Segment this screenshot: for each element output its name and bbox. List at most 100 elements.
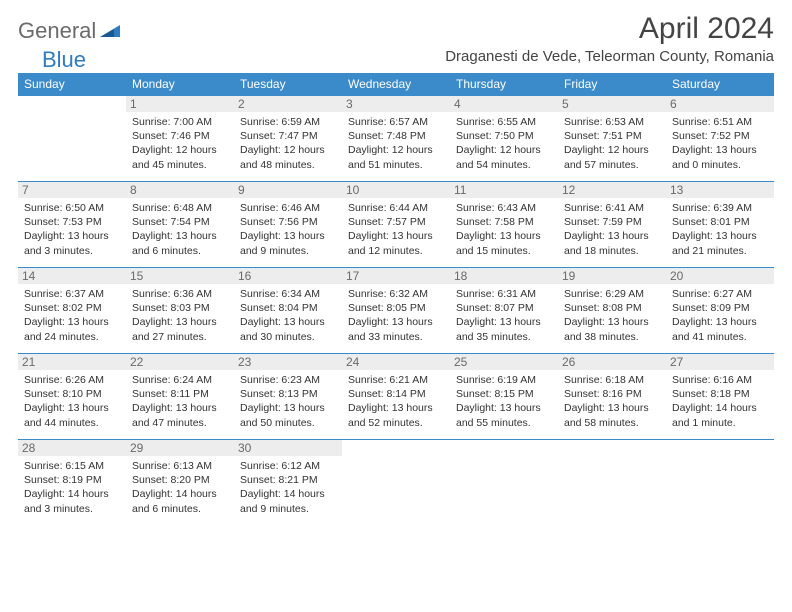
day-number: 5 <box>558 96 666 112</box>
day-number: 2 <box>234 96 342 112</box>
day-number: 22 <box>126 354 234 370</box>
day-details: Sunrise: 6:18 AMSunset: 8:16 PMDaylight:… <box>564 373 660 430</box>
day-details: Sunrise: 6:29 AMSunset: 8:08 PMDaylight:… <box>564 287 660 344</box>
calendar-week-row: 21Sunrise: 6:26 AMSunset: 8:10 PMDayligh… <box>18 354 774 440</box>
day-details: Sunrise: 6:46 AMSunset: 7:56 PMDaylight:… <box>240 201 336 258</box>
calendar-cell: 24 Sunrise: 6:21 AMSunset: 8:14 PMDayligh… <box>342 354 450 440</box>
calendar-cell: 27 Sunrise: 6:16 AMSunset: 8:18 PMDayligh… <box>666 354 774 440</box>
calendar-week-row: 7Sunrise: 6:50 AMSunset: 7:53 PMDaylight… <box>18 182 774 268</box>
calendar-cell: 14 Sunrise: 6:37 AMSunset: 8:02 PMDayligh… <box>18 268 126 354</box>
calendar-week-row: 14 Sunrise: 6:37 AMSunset: 8:02 PMDayligh… <box>18 268 774 354</box>
location-text: Draganesti de Vede, Teleorman County, Ro… <box>445 48 774 65</box>
day-number: 30 <box>234 440 342 456</box>
day-number: 19 <box>558 268 666 284</box>
calendar-cell: 8 Sunrise: 6:48 AMSunset: 7:54 PMDaylight… <box>126 182 234 268</box>
calendar-cell: 12 Sunrise: 6:41 AMSunset: 7:59 PMDayligh… <box>558 182 666 268</box>
calendar-week-row: 28 Sunrise: 6:15 AMSunset: 8:19 PMDayligh… <box>18 440 774 526</box>
calendar-cell: 30 Sunrise: 6:12 AMSunset: 8:21 PMDayligh… <box>234 440 342 526</box>
calendar-cell: 28 Sunrise: 6:15 AMSunset: 8:19 PMDayligh… <box>18 440 126 526</box>
day-header: Sunday <box>18 73 126 96</box>
day-number: 6 <box>666 96 774 112</box>
calendar-cell <box>666 440 774 526</box>
calendar-cell: 16 Sunrise: 6:34 AMSunset: 8:04 PMDayligh… <box>234 268 342 354</box>
day-details: Sunrise: 6:24 AMSunset: 8:11 PMDaylight:… <box>132 373 228 430</box>
day-details: Sunrise: 6:12 AMSunset: 8:21 PMDaylight:… <box>240 459 336 516</box>
logo-word-blue: Blue <box>42 47 86 72</box>
day-number: 16 <box>234 268 342 284</box>
day-number: 13 <box>666 182 774 198</box>
calendar-cell: 9 Sunrise: 6:46 AMSunset: 7:56 PMDaylight… <box>234 182 342 268</box>
day-number: 24 <box>342 354 450 370</box>
day-details: Sunrise: 6:44 AMSunset: 7:57 PMDaylight:… <box>348 201 444 258</box>
day-header: Thursday <box>450 73 558 96</box>
logo: General <box>18 18 122 44</box>
calendar-cell: 4 Sunrise: 6:55 AMSunset: 7:50 PMDaylight… <box>450 96 558 182</box>
calendar-cell <box>18 96 126 182</box>
calendar-cell: 25 Sunrise: 6:19 AMSunset: 8:15 PMDayligh… <box>450 354 558 440</box>
day-details: Sunrise: 6:55 AMSunset: 7:50 PMDaylight:… <box>456 115 552 172</box>
day-details: Sunrise: 6:21 AMSunset: 8:14 PMDaylight:… <box>348 373 444 430</box>
calendar-cell <box>342 440 450 526</box>
day-details: Sunrise: 6:48 AMSunset: 7:54 PMDaylight:… <box>132 201 228 258</box>
day-details: Sunrise: 6:32 AMSunset: 8:05 PMDaylight:… <box>348 287 444 344</box>
calendar-body: 1 Sunrise: 7:00 AMSunset: 7:46 PMDaylight… <box>18 96 774 526</box>
day-details: Sunrise: 6:41 AMSunset: 7:59 PMDaylight:… <box>564 201 660 258</box>
day-details: Sunrise: 6:59 AMSunset: 7:47 PMDaylight:… <box>240 115 336 172</box>
day-details: Sunrise: 6:51 AMSunset: 7:52 PMDaylight:… <box>672 115 768 172</box>
calendar-cell: 29 Sunrise: 6:13 AMSunset: 8:20 PMDayligh… <box>126 440 234 526</box>
day-number: 23 <box>234 354 342 370</box>
day-number: 15 <box>126 268 234 284</box>
day-number: 17 <box>342 268 450 284</box>
calendar-cell: 22 Sunrise: 6:24 AMSunset: 8:11 PMDayligh… <box>126 354 234 440</box>
day-details: Sunrise: 6:19 AMSunset: 8:15 PMDaylight:… <box>456 373 552 430</box>
day-number: 10 <box>342 182 450 198</box>
calendar-cell: 13 Sunrise: 6:39 AMSunset: 8:01 PMDayligh… <box>666 182 774 268</box>
day-details: Sunrise: 6:53 AMSunset: 7:51 PMDaylight:… <box>564 115 660 172</box>
day-details: Sunrise: 6:37 AMSunset: 8:02 PMDaylight:… <box>24 287 120 344</box>
day-number: 7 <box>18 182 126 198</box>
day-number: 12 <box>558 182 666 198</box>
day-details: Sunrise: 6:57 AMSunset: 7:48 PMDaylight:… <box>348 115 444 172</box>
calendar-cell: 6 Sunrise: 6:51 AMSunset: 7:52 PMDaylight… <box>666 96 774 182</box>
day-number: 29 <box>126 440 234 456</box>
day-details: Sunrise: 6:23 AMSunset: 8:13 PMDaylight:… <box>240 373 336 430</box>
day-number: 20 <box>666 268 774 284</box>
logo-word-general: General <box>18 18 96 44</box>
day-details: Sunrise: 6:27 AMSunset: 8:09 PMDaylight:… <box>672 287 768 344</box>
calendar-cell: 7Sunrise: 6:50 AMSunset: 7:53 PMDaylight… <box>18 182 126 268</box>
day-header: Tuesday <box>234 73 342 96</box>
calendar-cell: 1 Sunrise: 7:00 AMSunset: 7:46 PMDaylight… <box>126 96 234 182</box>
header-right: April 2024 Draganesti de Vede, Teleorman… <box>445 12 774 65</box>
day-details: Sunrise: 6:16 AMSunset: 8:18 PMDaylight:… <box>672 373 768 430</box>
day-number: 14 <box>18 268 126 284</box>
day-details: Sunrise: 6:15 AMSunset: 8:19 PMDaylight:… <box>24 459 120 516</box>
day-details: Sunrise: 7:00 AMSunset: 7:46 PMDaylight:… <box>132 115 228 172</box>
day-details: Sunrise: 6:26 AMSunset: 8:10 PMDaylight:… <box>24 373 120 430</box>
calendar-cell: 26 Sunrise: 6:18 AMSunset: 8:16 PMDayligh… <box>558 354 666 440</box>
day-number: 18 <box>450 268 558 284</box>
calendar-cell: 21Sunrise: 6:26 AMSunset: 8:10 PMDayligh… <box>18 354 126 440</box>
day-details: Sunrise: 6:34 AMSunset: 8:04 PMDaylight:… <box>240 287 336 344</box>
day-number: 8 <box>126 182 234 198</box>
day-details: Sunrise: 6:13 AMSunset: 8:20 PMDaylight:… <box>132 459 228 516</box>
day-number: 11 <box>450 182 558 198</box>
calendar-cell: 18 Sunrise: 6:31 AMSunset: 8:07 PMDayligh… <box>450 268 558 354</box>
day-header: Saturday <box>666 73 774 96</box>
day-number: 3 <box>342 96 450 112</box>
day-details: Sunrise: 6:36 AMSunset: 8:03 PMDaylight:… <box>132 287 228 344</box>
calendar-cell <box>450 440 558 526</box>
day-details: Sunrise: 6:31 AMSunset: 8:07 PMDaylight:… <box>456 287 552 344</box>
calendar-table: SundayMondayTuesdayWednesdayThursdayFrid… <box>18 73 774 526</box>
day-number: 28 <box>18 440 126 456</box>
calendar-cell <box>558 440 666 526</box>
day-header: Friday <box>558 73 666 96</box>
month-title: April 2024 <box>445 12 774 46</box>
day-number: 26 <box>558 354 666 370</box>
calendar-cell: 10 Sunrise: 6:44 AMSunset: 7:57 PMDayligh… <box>342 182 450 268</box>
day-number: 27 <box>666 354 774 370</box>
day-number: 9 <box>234 182 342 198</box>
day-number: 1 <box>126 96 234 112</box>
day-number: 25 <box>450 354 558 370</box>
day-number: 4 <box>450 96 558 112</box>
day-details: Sunrise: 6:39 AMSunset: 8:01 PMDaylight:… <box>672 201 768 258</box>
